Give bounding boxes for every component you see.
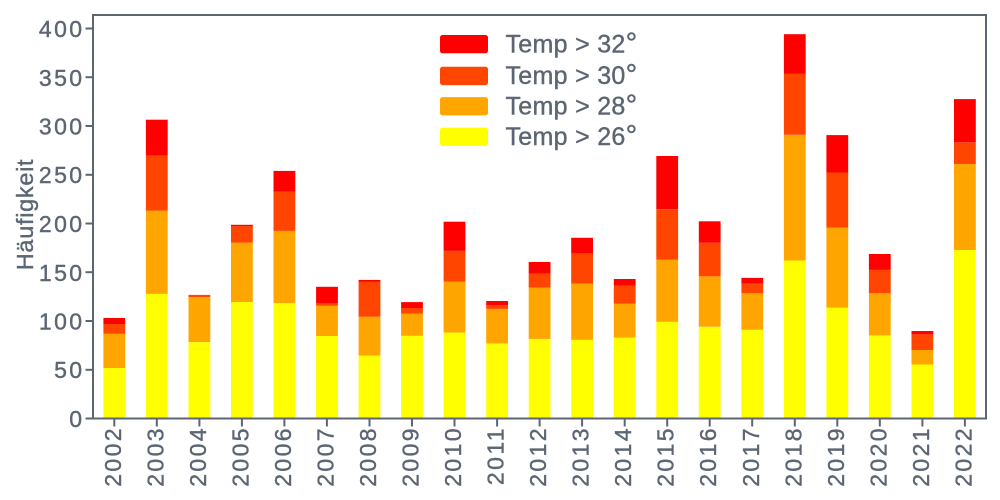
svg-text:2017: 2017 (738, 426, 764, 487)
svg-text:2009: 2009 (398, 426, 424, 487)
svg-text:2005: 2005 (227, 426, 253, 487)
svg-text:250: 250 (39, 162, 85, 188)
svg-text:2011: 2011 (483, 426, 509, 485)
svg-text:300: 300 (39, 114, 85, 140)
svg-text:2018: 2018 (780, 426, 806, 487)
svg-text:Temp > 28°: Temp > 28° (506, 90, 638, 122)
svg-text:50: 50 (54, 357, 84, 383)
svg-text:Temp > 30°: Temp > 30° (506, 59, 638, 91)
svg-text:2013: 2013 (568, 426, 594, 487)
svg-text:2010: 2010 (440, 426, 466, 487)
svg-text:2012: 2012 (525, 426, 551, 487)
svg-text:2003: 2003 (142, 426, 168, 487)
svg-text:2021: 2021 (908, 426, 934, 487)
svg-text:350: 350 (39, 65, 85, 91)
svg-text:Temp > 32°: Temp > 32° (506, 27, 638, 59)
svg-text:2022: 2022 (950, 426, 976, 487)
svg-text:2006: 2006 (270, 426, 296, 487)
svg-text:200: 200 (39, 211, 85, 237)
svg-text:100: 100 (39, 309, 85, 335)
svg-text:Temp > 26°: Temp > 26° (506, 120, 638, 152)
svg-text:2016: 2016 (695, 426, 721, 487)
svg-text:0: 0 (69, 406, 84, 432)
svg-text:2015: 2015 (653, 426, 679, 487)
svg-text:2014: 2014 (610, 426, 636, 487)
svg-text:2020: 2020 (865, 426, 891, 487)
svg-text:2002: 2002 (100, 426, 126, 487)
svg-text:150: 150 (39, 260, 85, 286)
svg-text:Häufigkeit: Häufigkeit (12, 159, 38, 271)
svg-text:2008: 2008 (355, 426, 381, 487)
svg-text:400: 400 (39, 16, 85, 42)
svg-text:2004: 2004 (185, 426, 211, 487)
svg-text:2019: 2019 (823, 426, 849, 487)
svg-text:2007: 2007 (312, 426, 338, 487)
